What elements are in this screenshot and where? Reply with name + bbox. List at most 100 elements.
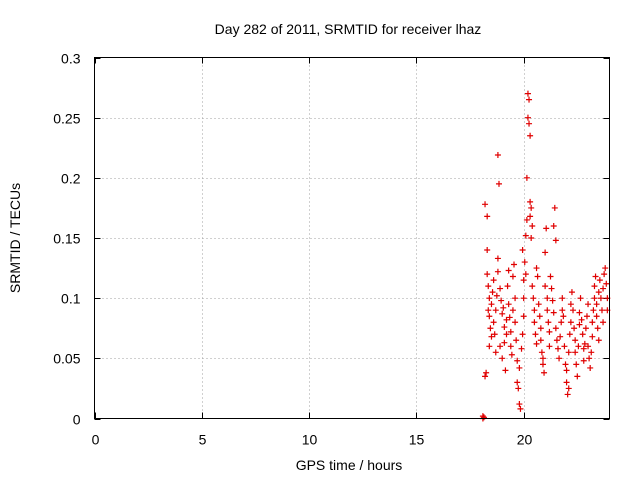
- data-point: [541, 369, 548, 376]
- data-point: [571, 325, 578, 332]
- data-point: [580, 345, 587, 352]
- data-point: [498, 297, 505, 304]
- data-point: [499, 310, 506, 317]
- data-point: [561, 343, 568, 350]
- data-point: [547, 273, 554, 280]
- data-point: [592, 273, 599, 280]
- data-point: [539, 361, 546, 368]
- data-point: [567, 301, 574, 308]
- data-point: [507, 343, 514, 350]
- data-point: [586, 355, 593, 362]
- data-point: [523, 216, 530, 223]
- data-point: [572, 349, 579, 356]
- plot-frame: [94, 57, 610, 419]
- data-point: [563, 367, 570, 374]
- data-point: [524, 90, 531, 97]
- grid-lines: [94, 57, 610, 419]
- data-point: [532, 331, 539, 338]
- data-point: [530, 295, 537, 302]
- data-point: [533, 265, 540, 272]
- data-point: [590, 307, 597, 314]
- data-point: [491, 331, 498, 338]
- data-point: [542, 283, 549, 290]
- data-point: [552, 325, 559, 332]
- data-point: [502, 367, 509, 374]
- data-point: [522, 232, 529, 239]
- y-tick-label: 0.05: [53, 351, 80, 367]
- data-point: [484, 247, 491, 254]
- data-point: [546, 343, 553, 350]
- data-point: [601, 271, 608, 278]
- data-point: [521, 259, 528, 266]
- data-point: [550, 222, 557, 229]
- data-point: [556, 355, 563, 362]
- data-point: [546, 328, 553, 335]
- data-point: [507, 328, 514, 335]
- data-point: [513, 337, 520, 344]
- data-point: [509, 307, 516, 314]
- data-point: [492, 307, 499, 314]
- data-point: [583, 313, 590, 320]
- data-point: [503, 316, 510, 323]
- data-point: [531, 307, 538, 314]
- data-point: [512, 295, 519, 302]
- data-point: [580, 357, 587, 364]
- data-point: [495, 180, 502, 187]
- data-point: [537, 325, 544, 332]
- data-point: [591, 295, 598, 302]
- data-point: [576, 309, 583, 316]
- data-point: [603, 280, 610, 287]
- data-point: [548, 285, 555, 292]
- data-point: [520, 295, 527, 302]
- data-point: [506, 314, 513, 321]
- y-axis-label: SRMTID / TECUs: [7, 183, 23, 293]
- data-point: [600, 319, 607, 326]
- data-point: [516, 401, 523, 408]
- data-point: [559, 307, 566, 314]
- data-point: [492, 349, 499, 356]
- data-point: [543, 225, 550, 232]
- data-point: [585, 343, 592, 350]
- data-point: [480, 414, 487, 421]
- data-point: [514, 357, 521, 364]
- data-point: [528, 204, 535, 211]
- data-point: [489, 289, 496, 296]
- data-point: [567, 319, 574, 326]
- data-point: [587, 364, 594, 371]
- chart-title: Day 282 of 2011, SRMTID for receiver lha…: [215, 21, 482, 37]
- data-point: [598, 307, 605, 314]
- x-tick-label: 10: [302, 432, 318, 448]
- data-point: [539, 355, 546, 362]
- x-tick-label: 20: [517, 432, 533, 448]
- x-tick-label: 5: [199, 432, 207, 448]
- data-point: [520, 277, 527, 284]
- data-point: [536, 313, 543, 320]
- data-point: [562, 361, 569, 368]
- data-points: [479, 90, 611, 422]
- data-point: [549, 297, 556, 304]
- data-point: [529, 283, 536, 290]
- data-point: [482, 201, 489, 208]
- data-point: [511, 261, 518, 268]
- data-point: [488, 301, 495, 308]
- data-point: [501, 339, 508, 346]
- data-point: [497, 285, 504, 292]
- data-point: [551, 204, 558, 211]
- y-tick-label: 0.15: [53, 231, 80, 247]
- data-point: [522, 271, 529, 278]
- data-point: [557, 333, 564, 340]
- x-tick-label: 15: [409, 432, 425, 448]
- data-point: [560, 313, 567, 320]
- data-point: [582, 325, 589, 332]
- data-point: [483, 369, 490, 376]
- data-point: [565, 349, 572, 356]
- data-point: [566, 331, 573, 338]
- data-point: [585, 301, 592, 308]
- data-point: [490, 319, 497, 326]
- data-point: [527, 198, 534, 205]
- data-point: [517, 405, 524, 412]
- data-point: [503, 331, 510, 338]
- data-point: [515, 385, 522, 392]
- data-point: [558, 319, 565, 326]
